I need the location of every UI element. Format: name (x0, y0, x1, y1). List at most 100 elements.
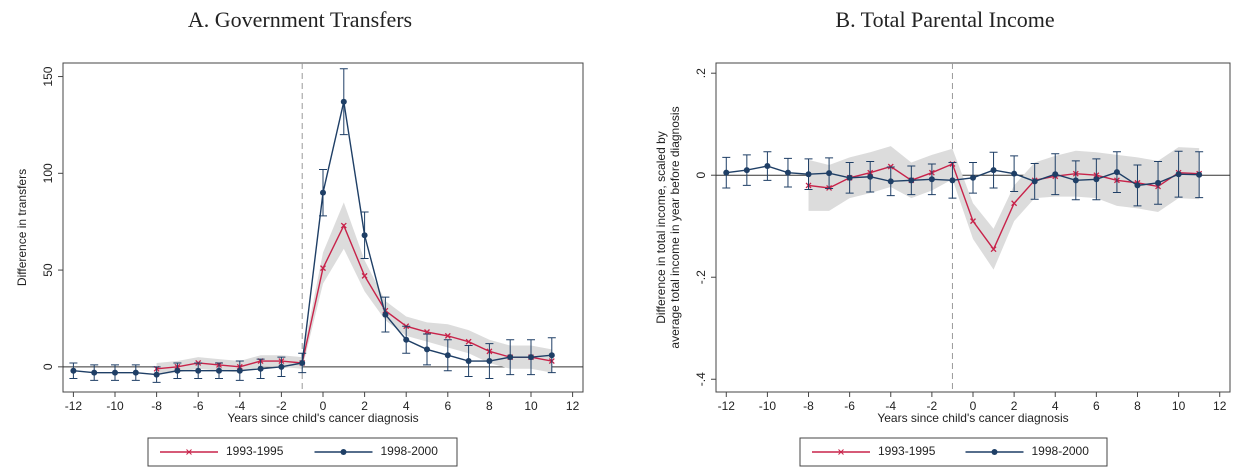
x-tick-label: 2 (1011, 399, 1018, 413)
x-tick-label: 4 (403, 399, 410, 413)
point (826, 170, 833, 177)
y-axis-label: Difference in total income, scaled by (654, 131, 668, 324)
point (361, 272, 368, 279)
point (299, 359, 306, 366)
legend-label: 1998-2000 (381, 444, 439, 458)
y-axis-label: average total income in year before diag… (668, 106, 682, 348)
point (403, 336, 410, 343)
x-tick-label: 12 (1213, 399, 1227, 413)
x-axis-label: Years since child's cancer diagnosis (877, 411, 1068, 425)
point (887, 163, 894, 170)
point (1011, 200, 1018, 207)
point (990, 167, 997, 174)
x-tick-label: 10 (524, 399, 538, 413)
point (764, 163, 771, 170)
x-tick-label: -6 (193, 399, 204, 413)
y-tick-label: 50 (41, 263, 55, 277)
point (990, 246, 997, 253)
point (867, 173, 874, 180)
x-tick-label: 0 (320, 399, 327, 413)
point (1134, 182, 1141, 189)
legend-marker (340, 449, 347, 455)
point (784, 169, 791, 176)
point (91, 369, 98, 376)
y-tick-label: -.4 (694, 372, 708, 386)
point (444, 332, 451, 339)
point (970, 174, 976, 181)
legend-marker (838, 449, 844, 455)
point (528, 354, 534, 361)
point (1196, 171, 1203, 178)
x-tick-label: -10 (106, 399, 124, 413)
x-tick-label: -2 (276, 399, 287, 413)
point (70, 367, 77, 374)
point (236, 367, 243, 374)
x-tick-label: 8 (486, 399, 493, 413)
x-tick-label: 4 (1052, 399, 1059, 413)
x-tick-label: 8 (1134, 399, 1141, 413)
x-tick-label: -12 (65, 399, 83, 413)
x-tick-label: -4 (885, 399, 896, 413)
point (1011, 170, 1018, 177)
point (846, 174, 853, 181)
point (444, 352, 451, 359)
point (382, 311, 389, 318)
point (424, 346, 430, 353)
point (743, 167, 750, 174)
x-tick-label: -4 (234, 399, 245, 413)
chart-title: B. Total Parental Income (835, 7, 1054, 32)
x-tick-label: 10 (1172, 399, 1186, 413)
y-tick-label: -.2 (694, 270, 708, 284)
x-tick-label: -12 (718, 399, 736, 413)
point (928, 176, 935, 183)
confidence-band (156, 202, 552, 375)
legend-label: 1998-2000 (1032, 444, 1090, 458)
series-line (726, 165, 1200, 187)
x-tick-label: 2 (361, 399, 368, 413)
point (320, 265, 326, 272)
point (970, 218, 976, 225)
point (320, 189, 326, 196)
point (1155, 179, 1162, 186)
y-tick-label: 0 (41, 363, 55, 370)
point (278, 363, 285, 370)
point (949, 177, 956, 184)
point (465, 338, 472, 345)
point (548, 352, 555, 359)
y-tick-label: 0 (694, 172, 708, 179)
legend-label: 1993-1995 (878, 444, 936, 458)
point (216, 367, 222, 374)
legend-label: 1993-1995 (226, 444, 284, 458)
chart-title: A. Government Transfers (188, 7, 412, 32)
legend-marker (991, 449, 998, 455)
point (486, 358, 493, 365)
x-tick-label: -6 (844, 399, 855, 413)
point (1113, 169, 1120, 176)
x-axis-label: Years since child's cancer diagnosis (227, 411, 418, 425)
legend-box (799, 437, 1108, 467)
point (1175, 171, 1182, 178)
x-tick-label: -8 (803, 399, 814, 413)
x-tick-label: -10 (759, 399, 777, 413)
point (340, 222, 347, 229)
y-axis-label: Difference in transfers (15, 169, 29, 286)
point (805, 171, 812, 178)
point (465, 358, 472, 365)
y-tick-label: 150 (41, 66, 55, 86)
series-line (156, 223, 552, 370)
y-tick-label: .2 (694, 68, 708, 78)
y-tick-label: 100 (41, 163, 55, 183)
point (1072, 177, 1079, 184)
x-tick-label: -8 (151, 399, 162, 413)
point (153, 371, 160, 378)
legend-marker (186, 449, 192, 455)
point (1093, 176, 1100, 183)
point (361, 232, 368, 239)
point (723, 169, 730, 176)
x-tick-label: 6 (444, 399, 451, 413)
point (1031, 178, 1038, 185)
point (507, 354, 514, 361)
point (132, 369, 139, 376)
point (195, 367, 202, 374)
